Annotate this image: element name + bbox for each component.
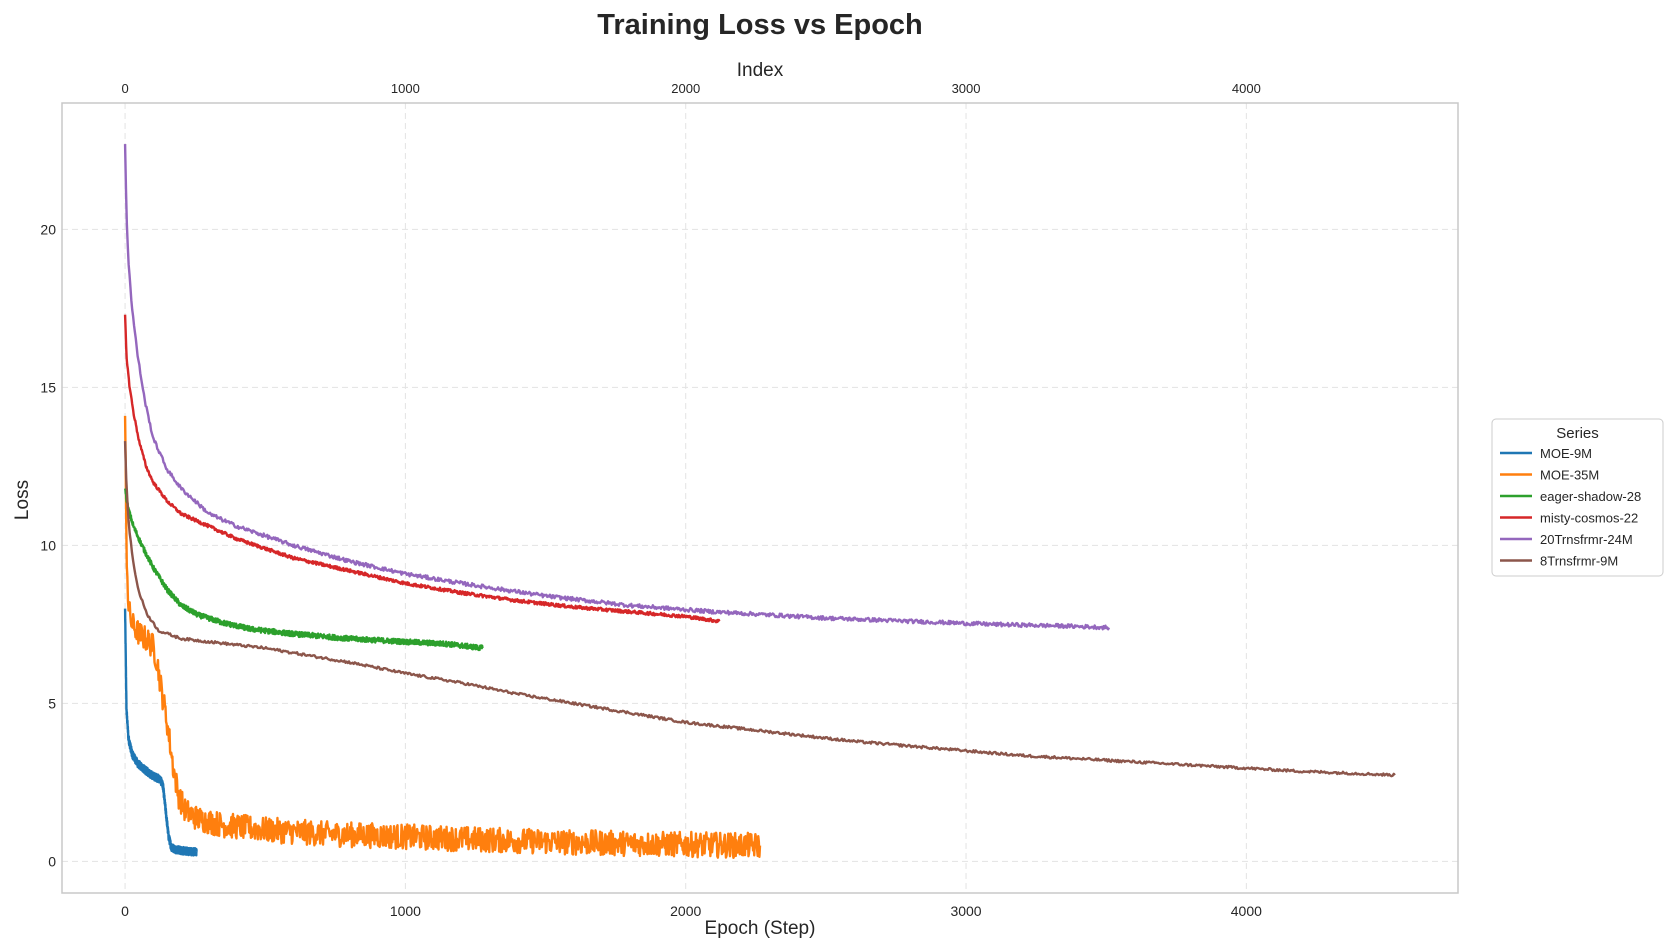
x2-tick-label: 3000: [952, 81, 981, 96]
x2-axis-label: Index: [737, 60, 784, 81]
plot-frame: [61, 102, 1459, 894]
legend-entry-label: MOE-9M: [1540, 446, 1592, 461]
chart-title: Training Loss vs Epoch: [597, 9, 923, 41]
y-axis-label: Loss: [12, 480, 33, 520]
x2-tick-label: 4000: [1232, 81, 1261, 96]
legend: Series MOE-9M MOE-35M eager-shadow-28 misty-…: [1491, 418, 1664, 577]
y-tick-label: 15: [40, 379, 56, 395]
y-tick-label: 0: [48, 853, 56, 869]
legend-entry-label: misty-cosmos-22: [1540, 511, 1638, 526]
series-line-misty-cosmos-22: [123, 314, 721, 624]
x2-tick-label: 1000: [391, 81, 420, 96]
y-tick-label: 5: [48, 695, 56, 711]
series-line-eager-shadow-28: [123, 488, 484, 652]
legend-title: Series: [1556, 425, 1599, 442]
legend-entry-label: MOE-35M: [1540, 468, 1599, 483]
legend-entry-label: 20Trnsfrmr-24M: [1540, 532, 1633, 547]
y-tick-label: 10: [40, 537, 56, 553]
series-line-moe-9m: [123, 608, 198, 857]
x-tick-label: 1000: [390, 903, 421, 919]
series-line-20trnsfrmr-24m: [123, 144, 1111, 631]
x-tick-label: 3000: [950, 903, 981, 919]
x-axis-label: Epoch (Step): [705, 918, 816, 939]
legend-entry-label: 8Trnsfrmr-9M: [1540, 554, 1618, 569]
series-line-8trnsfrmr-9m: [123, 441, 1396, 778]
x-tick-label: 2000: [670, 903, 701, 919]
y-tick-label: 20: [40, 221, 56, 237]
tick-layer: 0 1000 2000 3000 4000 0 1000 2000 3000 4000 0 5 10 15…: [40, 81, 1262, 919]
x-tick-label: 0: [121, 903, 129, 919]
x2-tick-label: 2000: [671, 81, 700, 96]
series-line-moe-35m: [123, 415, 762, 859]
x2-tick-label: 0: [121, 81, 128, 96]
grid-layer: [62, 103, 1458, 893]
x-tick-label: 4000: [1231, 903, 1262, 919]
legend-entry-label: eager-shadow-28: [1540, 489, 1641, 504]
series-layer: [123, 144, 1396, 859]
legend-box: [1491, 418, 1664, 577]
